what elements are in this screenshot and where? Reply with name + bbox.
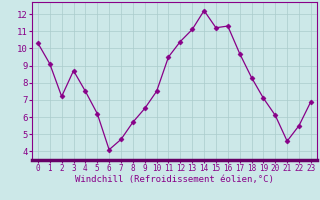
X-axis label: Windchill (Refroidissement éolien,°C): Windchill (Refroidissement éolien,°C) (75, 175, 274, 184)
